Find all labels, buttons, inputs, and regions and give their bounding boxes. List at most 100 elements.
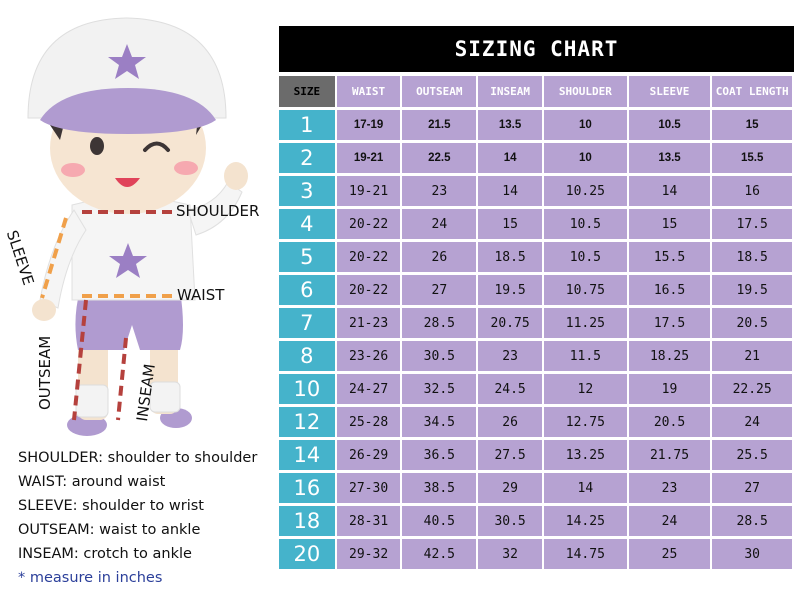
cell-outseam: 42.5 bbox=[402, 539, 477, 569]
cell-size: 7 bbox=[279, 308, 335, 338]
cell-size: 6 bbox=[279, 275, 335, 305]
cell-inseam: 26 bbox=[478, 407, 542, 437]
cell-waist: 20-22 bbox=[336, 209, 401, 239]
cell-sleeve: 19 bbox=[628, 374, 711, 404]
cell-size: 5 bbox=[279, 242, 335, 272]
legend-shoulder: SHOULDER: shoulder to shoulder bbox=[18, 450, 258, 466]
cell-outseam: 32.5 bbox=[402, 374, 477, 404]
table-row: 2 19-21 22.5 14 10 13.5 15.5 bbox=[279, 143, 792, 173]
cell-sleeve: 13.5 bbox=[628, 143, 711, 173]
table-row: 1 17-19 21.5 13.5 10 10.5 15 bbox=[279, 110, 792, 140]
table-row: 20 29-32 42.5 32 14.75 25 30 bbox=[279, 539, 792, 569]
cell-waist: 23-26 bbox=[336, 341, 401, 371]
waist-label: WAIST bbox=[177, 286, 225, 304]
cell-shoulder: 10.5 bbox=[543, 209, 627, 239]
cell-inseam: 20.75 bbox=[478, 308, 542, 338]
table-row: 6 20-22 27 19.5 10.75 16.5 19.5 bbox=[279, 275, 792, 305]
cell-coat: 22.25 bbox=[712, 374, 792, 404]
cell-waist: 26-29 bbox=[336, 440, 401, 470]
header-outseam: OUTSEAM bbox=[402, 76, 477, 107]
cell-sleeve: 16.5 bbox=[628, 275, 711, 305]
cell-size: 8 bbox=[279, 341, 335, 371]
cell-sleeve: 23 bbox=[628, 473, 711, 503]
cell-size: 4 bbox=[279, 209, 335, 239]
legend-inseam: INSEAM: crotch to ankle bbox=[18, 546, 192, 562]
shoulder-label: SHOULDER bbox=[176, 202, 260, 220]
cell-inseam: 24.5 bbox=[478, 374, 542, 404]
cell-shoulder: 10 bbox=[543, 110, 627, 140]
cell-size: 12 bbox=[279, 407, 335, 437]
cell-sleeve: 20.5 bbox=[628, 407, 711, 437]
cell-waist: 20-22 bbox=[336, 242, 401, 272]
table-row: 7 21-23 28.5 20.75 11.25 17.5 20.5 bbox=[279, 308, 792, 338]
inches-note: * measure in inches bbox=[18, 570, 163, 586]
cell-waist: 19-21 bbox=[336, 143, 401, 173]
outseam-label: OUTSEAM bbox=[36, 335, 54, 410]
cell-waist: 19-21 bbox=[336, 176, 401, 206]
cell-inseam: 13.5 bbox=[478, 110, 542, 140]
cell-inseam: 15 bbox=[478, 209, 542, 239]
table-row: 18 28-31 40.5 30.5 14.25 24 28.5 bbox=[279, 506, 792, 536]
cell-sleeve: 15.5 bbox=[628, 242, 711, 272]
cell-shoulder: 11.5 bbox=[543, 341, 627, 371]
table-row: 16 27-30 38.5 29 14 23 27 bbox=[279, 473, 792, 503]
cell-outseam: 34.5 bbox=[402, 407, 477, 437]
cell-sleeve: 17.5 bbox=[628, 308, 711, 338]
cell-outseam: 24 bbox=[402, 209, 477, 239]
cell-waist: 24-27 bbox=[336, 374, 401, 404]
cell-outseam: 30.5 bbox=[402, 341, 477, 371]
cell-sleeve: 14 bbox=[628, 176, 711, 206]
cell-coat: 27 bbox=[712, 473, 792, 503]
cell-waist: 25-28 bbox=[336, 407, 401, 437]
cell-shoulder: 12 bbox=[543, 374, 627, 404]
cell-outseam: 27 bbox=[402, 275, 477, 305]
cell-waist: 29-32 bbox=[336, 539, 401, 569]
cell-shoulder: 10.25 bbox=[543, 176, 627, 206]
cell-waist: 21-23 bbox=[336, 308, 401, 338]
cell-waist: 27-30 bbox=[336, 473, 401, 503]
header-sleeve: SLEEVE bbox=[628, 76, 711, 107]
kid-illustration: SHOULDER WAIST SLEEVE OUTSEAM INSEAM bbox=[0, 0, 280, 440]
cell-coat: 17.5 bbox=[712, 209, 792, 239]
cell-outseam: 23 bbox=[402, 176, 477, 206]
cell-coat: 25.5 bbox=[712, 440, 792, 470]
legend-sleeve: SLEEVE: shoulder to wrist bbox=[18, 498, 204, 514]
cell-shoulder: 10 bbox=[543, 143, 627, 173]
cell-inseam: 23 bbox=[478, 341, 542, 371]
header-inseam: INSEAM bbox=[478, 76, 542, 107]
cell-inseam: 19.5 bbox=[478, 275, 542, 305]
cell-coat: 15.5 bbox=[712, 143, 792, 173]
cell-shoulder: 11.25 bbox=[543, 308, 627, 338]
cell-sleeve: 10.5 bbox=[628, 110, 711, 140]
cell-coat: 16 bbox=[712, 176, 792, 206]
header-coat-length: COAT LENGTH bbox=[712, 76, 792, 107]
cell-size: 16 bbox=[279, 473, 335, 503]
cell-outseam: 21.5 bbox=[402, 110, 477, 140]
cell-outseam: 26 bbox=[402, 242, 477, 272]
header-waist: WAIST bbox=[336, 76, 401, 107]
legend-waist: WAIST: around waist bbox=[18, 474, 166, 490]
cell-coat: 20.5 bbox=[712, 308, 792, 338]
cell-waist: 20-22 bbox=[336, 275, 401, 305]
cell-size: 18 bbox=[279, 506, 335, 536]
table-row: 5 20-22 26 18.5 10.5 15.5 18.5 bbox=[279, 242, 792, 272]
cell-waist: 17-19 bbox=[336, 110, 401, 140]
cell-waist: 28-31 bbox=[336, 506, 401, 536]
cell-inseam: 18.5 bbox=[478, 242, 542, 272]
cell-shoulder: 14.25 bbox=[543, 506, 627, 536]
header-size: SIZE bbox=[279, 76, 335, 107]
sizing-table: SIZE WAIST OUTSEAM INSEAM SHOULDER SLEEV… bbox=[277, 73, 794, 572]
chart-title: SIZING CHART bbox=[279, 26, 794, 72]
cell-shoulder: 14.75 bbox=[543, 539, 627, 569]
cell-shoulder: 10.75 bbox=[543, 275, 627, 305]
cell-size: 20 bbox=[279, 539, 335, 569]
cell-outseam: 40.5 bbox=[402, 506, 477, 536]
cell-outseam: 36.5 bbox=[402, 440, 477, 470]
cell-size: 3 bbox=[279, 176, 335, 206]
header-row: SIZE WAIST OUTSEAM INSEAM SHOULDER SLEEV… bbox=[279, 76, 792, 107]
cell-coat: 30 bbox=[712, 539, 792, 569]
cell-size: 1 bbox=[279, 110, 335, 140]
cell-inseam: 14 bbox=[478, 176, 542, 206]
cell-size: 10 bbox=[279, 374, 335, 404]
table-row: 8 23-26 30.5 23 11.5 18.25 21 bbox=[279, 341, 792, 371]
